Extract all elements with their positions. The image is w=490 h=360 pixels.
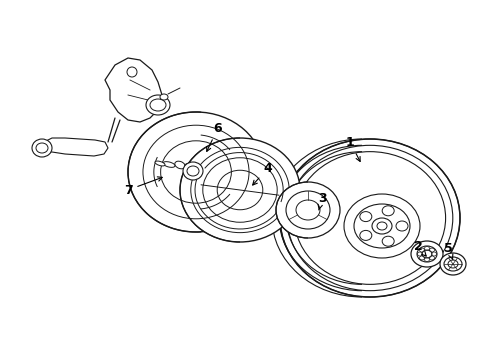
Text: 7: 7 [123, 177, 162, 197]
Ellipse shape [372, 218, 392, 234]
Ellipse shape [163, 162, 175, 167]
Ellipse shape [444, 257, 462, 271]
Ellipse shape [377, 222, 387, 230]
Ellipse shape [175, 161, 185, 169]
Text: 6: 6 [207, 122, 222, 152]
Text: 5: 5 [443, 242, 453, 260]
Polygon shape [105, 58, 162, 122]
Ellipse shape [276, 182, 340, 238]
Text: 1: 1 [345, 135, 360, 161]
Ellipse shape [440, 253, 466, 275]
Ellipse shape [150, 99, 166, 111]
Ellipse shape [382, 206, 394, 216]
Ellipse shape [180, 138, 300, 242]
Text: 2: 2 [414, 240, 426, 256]
Ellipse shape [280, 139, 460, 297]
Ellipse shape [448, 260, 458, 268]
Ellipse shape [422, 250, 432, 258]
Ellipse shape [128, 112, 264, 232]
Ellipse shape [360, 212, 372, 222]
Ellipse shape [344, 194, 420, 258]
Ellipse shape [296, 200, 320, 220]
Ellipse shape [286, 191, 330, 229]
Ellipse shape [36, 143, 48, 153]
Ellipse shape [146, 95, 170, 115]
Polygon shape [40, 138, 108, 156]
Ellipse shape [185, 163, 195, 170]
Ellipse shape [160, 94, 168, 100]
Ellipse shape [155, 161, 165, 166]
Ellipse shape [127, 67, 137, 77]
Ellipse shape [396, 221, 408, 231]
Ellipse shape [187, 166, 199, 176]
Ellipse shape [382, 236, 394, 246]
Text: 3: 3 [318, 192, 326, 210]
Ellipse shape [360, 230, 372, 240]
Ellipse shape [417, 246, 437, 262]
Ellipse shape [32, 139, 52, 157]
Ellipse shape [411, 241, 443, 267]
Ellipse shape [354, 204, 410, 248]
Text: 4: 4 [253, 162, 272, 185]
Ellipse shape [183, 162, 203, 180]
